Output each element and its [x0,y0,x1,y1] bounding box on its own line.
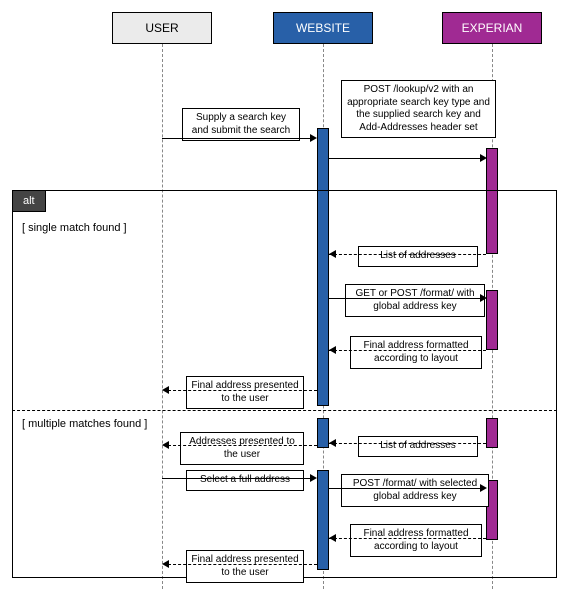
msg-list-addresses-2: List of addresses [358,436,478,457]
arrowhead-m2 [480,154,487,162]
arrowhead-m6 [162,386,169,394]
guard-single: [ single match found ] [22,222,127,234]
msg-post-lookup: POST /lookup/v2 with an appropriate sear… [341,80,496,138]
arrowhead-m3 [329,250,336,258]
msg-list-addresses-1: List of addresses [358,246,478,267]
msg-supply-search: Supply a search key and submit the searc… [182,108,300,141]
participant-user: USER [112,12,212,44]
guard-multiple: [ multiple matches found ] [22,418,147,430]
arrow-m9 [329,488,484,489]
arrowhead-m1 [310,134,317,142]
arrow-m1 [162,138,312,139]
arrow-m7u [168,445,317,446]
msg-post-format: POST /format/ with selected global addre… [341,474,489,507]
participant-experian: EXPERIAN [442,12,542,44]
arrow-m7 [329,443,486,444]
arrowhead-m8 [310,474,317,482]
msg-get-format: GET or POST /format/ with global address… [345,284,485,317]
msg-final-formatted-2: Final address formatted according to lay… [350,524,482,557]
arrow-m2 [329,158,484,159]
arrow-m4 [329,298,484,299]
arrowhead-m5 [329,346,336,354]
participant-user-label: USER [145,21,178,35]
msg-final-presented-2: Final address presented to the user [186,550,304,583]
arrow-m5 [329,350,486,351]
arrow-m11 [168,564,317,565]
msg-addresses-presented: Addresses presented to the user [180,432,304,465]
msg-final-formatted-1: Final address formatted according to lay… [350,336,482,369]
msg-final-presented-1: Final address presented to the user [186,376,304,409]
arrow-m3 [329,254,486,255]
arrow-m10 [329,538,486,539]
participant-website-label: WEBSITE [296,21,350,35]
alt-tag-label: alt [23,195,35,207]
participant-website: WEBSITE [273,12,373,44]
participant-experian-label: EXPERIAN [462,21,523,35]
alt-tag: alt [12,190,46,212]
arrowhead-m9 [480,484,487,492]
msg-select-address: Select a full address [186,470,304,491]
alt-divider [12,410,557,411]
arrowhead-m4 [480,294,487,302]
arrowhead-m7 [329,439,336,447]
arrowhead-m11 [162,560,169,568]
arrow-m6 [168,390,317,391]
arrowhead-m10 [329,534,336,542]
arrow-m8 [162,478,312,479]
arrowhead-m7u [162,441,169,449]
